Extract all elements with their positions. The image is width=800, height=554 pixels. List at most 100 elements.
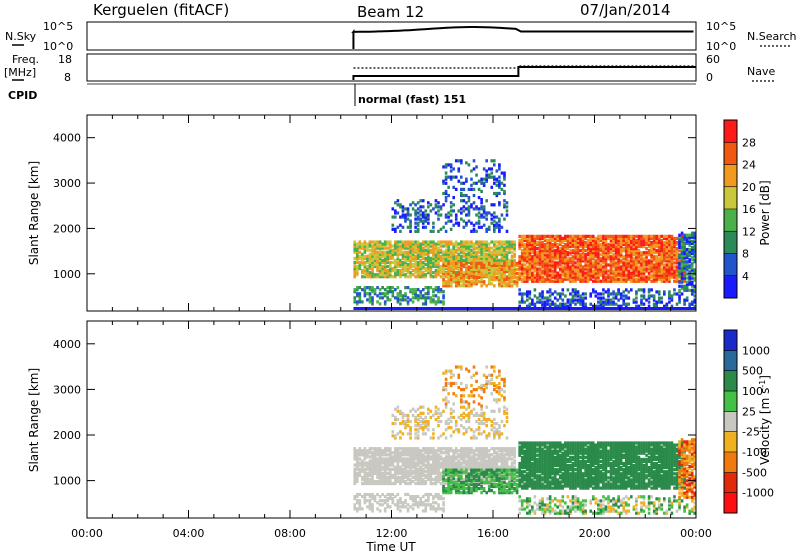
power-cell (401, 252, 405, 256)
power-cell (500, 252, 504, 256)
power-cell (373, 262, 377, 267)
velocity-cell (368, 494, 372, 499)
velocity-cell (381, 453, 384, 457)
power-cell (640, 279, 643, 283)
power-cell (444, 284, 448, 288)
power-cell (528, 277, 532, 281)
power-cell (538, 275, 542, 279)
velocity-cell (394, 455, 397, 459)
velocity-cell (396, 463, 400, 467)
power-cell (637, 259, 641, 263)
velocity-cell (409, 461, 412, 465)
power-cell (561, 271, 565, 275)
velocity-cell (409, 428, 412, 432)
power-cell (414, 290, 417, 294)
power-cell (597, 275, 600, 279)
power-cell (411, 258, 415, 262)
velocity-cell (416, 430, 420, 434)
power-cell (665, 302, 669, 306)
power-cell (630, 255, 633, 259)
power-cell (586, 261, 590, 265)
power-cell (652, 242, 656, 247)
power-cell (465, 271, 468, 276)
power-cell (399, 240, 402, 244)
power-cell (617, 240, 620, 245)
velocity-cell (437, 497, 440, 501)
power-cell (421, 273, 425, 277)
power-cell (614, 302, 618, 306)
velocity-cell (442, 447, 445, 451)
power-cell (663, 236, 666, 240)
power-cell (657, 271, 661, 275)
power-cell (518, 304, 521, 308)
colorbar-cell (724, 231, 737, 254)
power-cell (637, 275, 641, 279)
power-cell (642, 240, 646, 245)
power-cell (589, 249, 593, 253)
velocity-cell (439, 457, 443, 461)
power-cell (419, 205, 423, 209)
power-cell (421, 275, 425, 279)
velocity-cell (477, 463, 481, 467)
power-cell (642, 302, 646, 306)
power-cell (657, 251, 661, 255)
velocity-cell (386, 499, 390, 503)
power-cell (396, 264, 400, 269)
power-cell (635, 267, 638, 271)
power-cell (475, 258, 478, 262)
velocity-cell (411, 449, 415, 453)
velocity-cell (437, 419, 440, 424)
velocity-cell (452, 430, 455, 434)
power-cell (424, 256, 428, 260)
velocity-cell (447, 392, 450, 396)
power-cell (432, 254, 435, 258)
power-cell (556, 263, 560, 267)
power-cell (594, 236, 598, 240)
power-cell (414, 296, 417, 300)
power-cell (460, 250, 463, 254)
power-cell (566, 265, 570, 269)
power-cell (624, 238, 628, 243)
power-cell (414, 217, 417, 221)
power-cell (637, 242, 641, 247)
power-cell (576, 253, 580, 257)
velocity-cell (498, 434, 501, 438)
power-cell (581, 249, 585, 253)
power-cell (533, 265, 537, 269)
power-cell (609, 249, 613, 253)
velocity-cell (396, 451, 400, 455)
velocity-cell (355, 459, 359, 463)
power-cell (683, 271, 686, 275)
power-cell (566, 247, 570, 251)
power-cell (630, 244, 633, 249)
power-cell (543, 255, 547, 259)
power-cell (604, 259, 608, 263)
velocity-cell (388, 459, 392, 463)
power-cell (495, 269, 499, 274)
power-cell (604, 302, 608, 306)
power-cell (627, 242, 631, 247)
power-cell (480, 244, 483, 248)
power-cell (421, 215, 425, 219)
power-cell (597, 234, 600, 238)
power-cell (482, 242, 486, 246)
power-cell (531, 247, 534, 251)
power-cell (396, 260, 400, 265)
power-cell (482, 265, 486, 270)
velocity-cell (373, 447, 377, 451)
power-cell (368, 300, 372, 304)
power-cell (569, 277, 572, 281)
power-cell (586, 273, 590, 277)
velocity-cell (437, 494, 440, 499)
power-cell (663, 279, 666, 283)
power-cell (614, 234, 618, 238)
power-cell (685, 235, 689, 239)
power-cell (683, 233, 686, 237)
power-cell (622, 277, 626, 281)
velocity-cell (363, 455, 367, 459)
power-cell (467, 265, 471, 270)
velocity-cell (378, 463, 382, 467)
power-cell (419, 273, 423, 277)
power-cell (498, 258, 501, 262)
velocity-cell (472, 463, 476, 467)
